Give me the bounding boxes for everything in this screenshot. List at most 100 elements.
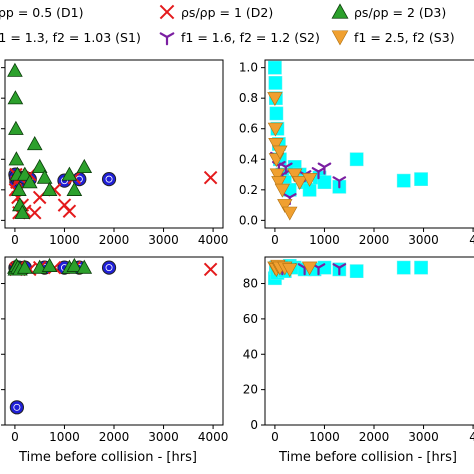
x-tick-label: 1000	[309, 430, 340, 444]
legend-label: ρp = 0.5 (D1)	[0, 5, 83, 20]
data-point-d2	[203, 262, 218, 277]
data-point-d3	[41, 257, 58, 272]
y-tick-label: 0	[250, 418, 258, 432]
x-tick-label: 3000	[408, 233, 439, 247]
data-point-s3	[271, 176, 287, 190]
x-tick-label: 2000	[99, 430, 130, 444]
data-point-s1	[269, 106, 284, 121]
data-point-s3	[301, 173, 318, 187]
y-tick-label: 40	[243, 347, 258, 361]
legend-entry: ρs/ρp = 1 (D2)	[159, 4, 273, 20]
x-tick-label: 4	[469, 233, 474, 247]
data-point-d3	[76, 259, 93, 274]
x-tick-label: 2000	[359, 430, 390, 444]
data-point-d3	[16, 259, 33, 274]
data-point-s3	[274, 183, 291, 198]
legend-marker	[159, 32, 175, 46]
x-tick-label: 2000	[99, 233, 130, 247]
x-tick-label: 0	[271, 430, 279, 444]
y-tick-label: 60	[243, 312, 258, 326]
x-tick-label: 2000	[359, 233, 390, 247]
legend-marker	[331, 3, 349, 19]
x-tick-label: 0	[271, 233, 279, 247]
y-tick-label: 0.6	[239, 122, 258, 136]
data-point-s3	[282, 206, 298, 221]
y-tick-label: 0.2	[239, 183, 258, 197]
legend-entry: f1 = 2.5, f2 (S3)	[331, 30, 455, 46]
data-point-d2	[62, 204, 77, 218]
legend-label: ρs/ρp = 2 (D3)	[354, 5, 446, 20]
x-tick-label: 0	[11, 233, 19, 247]
legend-marker	[159, 4, 175, 20]
data-point-s2	[278, 162, 293, 175]
data-point-d2	[27, 205, 42, 220]
legend-entry: ρp = 0.5 (D1)	[0, 5, 83, 20]
y-tick-label: 0.4	[239, 152, 258, 166]
data-point-d1	[101, 260, 117, 275]
y-tick-label: 0.0	[239, 213, 258, 227]
x-tick-label: 3000	[408, 430, 439, 444]
data-point-s1	[268, 60, 282, 75]
panel-top-right: 0 1000 2000 3000 4 0.0 0.2 0.4 0.6 0.8 1.0	[239, 59, 474, 247]
data-point-d3	[76, 158, 93, 174]
x-axis-label: Time before collision - [hrs]	[18, 450, 197, 465]
x-tick-label: 1000	[49, 233, 80, 247]
data-point-d3	[11, 181, 27, 196]
data-point-d3	[14, 204, 31, 219]
data-point-s2	[332, 176, 347, 189]
data-point-s3	[269, 168, 286, 183]
data-point-d3	[8, 151, 25, 166]
data-point-s3	[301, 261, 318, 276]
data-point-s3	[267, 92, 283, 106]
x-tick-label: 1000	[49, 430, 80, 444]
data-point-s1	[414, 172, 428, 186]
data-point-d3	[21, 174, 38, 189]
y-tick-label: 80	[243, 277, 258, 291]
x-tick-label: 4000	[198, 430, 229, 444]
data-point-d3	[7, 62, 23, 77]
data-point-s1	[349, 264, 364, 278]
legend-entry: ρs/ρp = 2 (D3)	[331, 3, 446, 20]
data-point-d3	[66, 257, 83, 272]
legend-label: f1 = 1.3, f2 = 1.03 (S1)	[0, 30, 141, 45]
data-point-d3	[31, 158, 48, 174]
legend-entry: f1 = 1.6, f2 = 1.2 (S2)	[159, 30, 320, 46]
data-point-s1	[396, 260, 411, 275]
data-point-s3	[267, 122, 284, 137]
data-point-s3	[268, 137, 284, 152]
data-point-s3	[272, 145, 288, 160]
data-point-s1	[349, 152, 364, 167]
markers	[267, 60, 428, 221]
data-point-s1	[317, 175, 332, 190]
data-point-s3	[287, 168, 303, 183]
panel-top-left: 0 1000 2000 3000 4000	[1, 59, 229, 247]
axes-frame	[264, 256, 474, 426]
y-tick-label: 0.8	[239, 91, 258, 105]
data-point-d3	[26, 136, 43, 151]
y-tick-label: 1.0	[239, 61, 258, 75]
markers	[267, 258, 428, 286]
data-point-s3	[282, 263, 298, 278]
data-point-d3	[41, 181, 58, 196]
data-point-s2	[311, 167, 326, 180]
data-point-d3	[66, 181, 83, 196]
data-point-s1	[414, 260, 428, 275]
x-tick-label: 1000	[309, 233, 340, 247]
panels: 0 1000 2000 3000 4000 0 1000 2000 3000 40.00.20.4…	[1, 59, 474, 465]
axes-frame	[264, 59, 474, 229]
x-tick-label: 3000	[148, 233, 179, 247]
y-tick-label: 20	[243, 383, 258, 397]
markers	[7, 257, 218, 415]
data-point-s3	[292, 176, 308, 190]
legend-label: f1 = 2.5, f2 (S3)	[354, 30, 455, 45]
data-point-d1	[9, 400, 24, 415]
data-point-d3	[8, 120, 24, 135]
axes-frame	[4, 256, 224, 426]
legend: ρp = 0.5 (D1) ρs/ρp = 1 (D2) ρs/ρp = 2 (D3…	[0, 3, 455, 46]
x-tick-label: 4	[469, 430, 474, 444]
markers	[7, 62, 218, 220]
x-tick-label: 4000	[198, 233, 229, 247]
axes-frame	[4, 59, 224, 229]
